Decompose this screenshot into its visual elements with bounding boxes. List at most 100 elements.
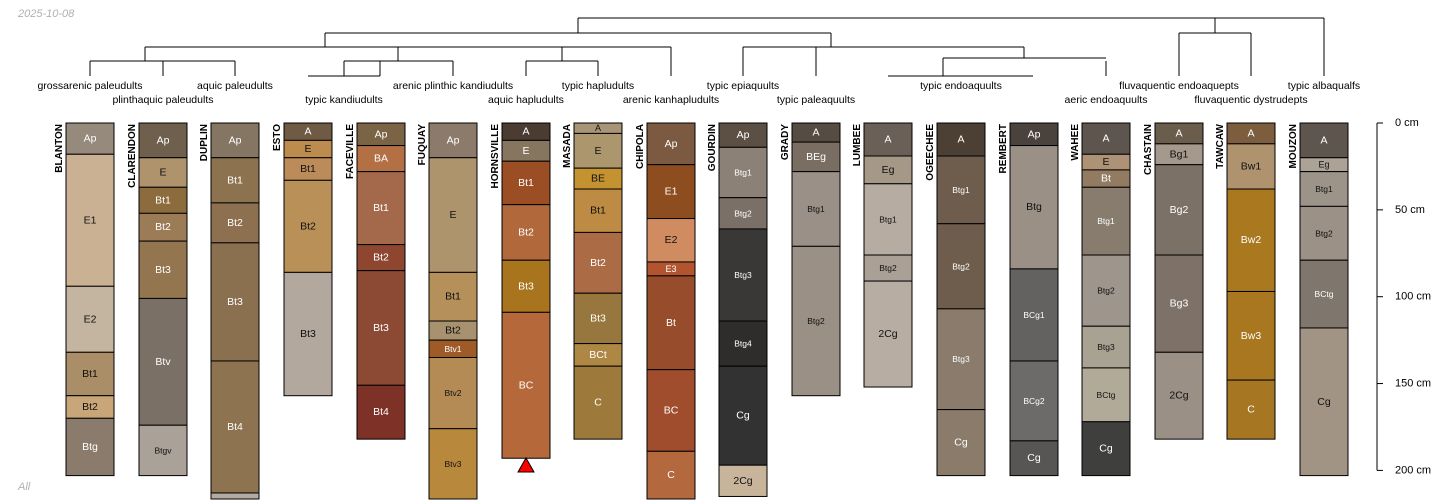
- horizon-rect: [1081, 254, 1131, 327]
- horizon-rect: [138, 157, 188, 188]
- profile-wahee: AE Bt Btg1 Btg2 Btg3 BCtg Cg WAHEE: [1070, 122, 1131, 477]
- horizon-label: Bt3: [300, 328, 316, 340]
- horizon: E1: [65, 153, 115, 287]
- horizon-rect: [936, 223, 986, 310]
- horizon: A: [936, 122, 986, 157]
- horizon: A: [1299, 122, 1349, 159]
- horizon-rect: [65, 122, 115, 155]
- horizon: Btg: [65, 417, 115, 477]
- horizon-rect: [718, 122, 768, 148]
- horizon-rect: [1299, 171, 1349, 207]
- horizon-label: C: [667, 469, 675, 481]
- horizon-label: Ap: [375, 128, 388, 140]
- horizon-rect: [573, 188, 623, 233]
- horizon-label: Btv2: [444, 388, 461, 398]
- profile-grady: A BEg Btg1 Btg2 GRADY: [780, 122, 841, 397]
- horizon-label: Bt2: [82, 401, 98, 413]
- horizon-rect: [138, 186, 188, 214]
- horizon: Bt3: [356, 270, 406, 386]
- horizon-rect: [1299, 259, 1349, 329]
- horizon: Bg1: [1154, 143, 1204, 166]
- horizon-label: Bg2: [1170, 204, 1189, 216]
- horizon-label: E1: [84, 214, 97, 226]
- profile-chipola: Ap E1 E2 E3 Bt BC C CHIPOLA: [635, 122, 696, 500]
- horizon-label: BE: [591, 173, 605, 185]
- profile-mouzon: A Eg Btg1 Btg2 BCtg Cg MOUZON: [1288, 122, 1349, 477]
- horizon: Bt2: [356, 244, 406, 272]
- horizon-label: BCg1: [1023, 310, 1045, 320]
- horizon: Btv1: [428, 339, 478, 358]
- horizon-rect: [718, 228, 768, 322]
- horizon: Ap: [428, 122, 478, 159]
- horizon-label: Ap: [84, 133, 97, 145]
- horizon-label: Btg1: [807, 204, 825, 214]
- horizon: A: [283, 122, 333, 141]
- horizon: E2: [646, 218, 696, 263]
- horizon: Bt3: [573, 292, 623, 345]
- horizon-label: E3: [665, 264, 676, 274]
- horizon-label: A: [522, 126, 529, 138]
- horizon-rect: [718, 365, 768, 466]
- horizon: Bw2: [1226, 188, 1276, 292]
- horizon-rect: [573, 292, 623, 345]
- horizon-label: Btv3: [444, 459, 461, 469]
- horizon-label: Btv: [155, 356, 171, 368]
- horizon-rect: [283, 179, 333, 273]
- horizon-rect: [65, 285, 115, 353]
- taxon-label: typic kandiudults: [305, 94, 383, 106]
- horizon: Bt2: [283, 179, 333, 273]
- profile-name: MASADA: [562, 124, 573, 168]
- horizon: E: [428, 157, 478, 273]
- profile-duplin: Ap Bt1 Bt2 Bt3 Bt4 DUPLIN: [199, 122, 260, 500]
- horizon-label: Bt4: [227, 421, 243, 433]
- horizon-label: E: [304, 143, 311, 155]
- horizon: Eg: [1299, 157, 1349, 173]
- horizon-rect: [863, 280, 913, 388]
- horizon-label: Bt1: [445, 291, 461, 303]
- horizon-rect: [1081, 367, 1131, 423]
- horizon: Bt1: [210, 157, 260, 204]
- horizon-label: Bt1: [518, 177, 534, 189]
- horizon: Bt1: [65, 351, 115, 397]
- horizon: Btv: [138, 297, 188, 426]
- profile-blanton: Ap E1 E2 Bt1 Bt2 Btg BLANTON: [54, 122, 115, 477]
- horizon: A: [573, 122, 623, 134]
- horizon-rect: [1154, 254, 1204, 353]
- horizon-label: Btg1: [952, 185, 970, 195]
- horizon: BCt: [573, 343, 623, 367]
- horizon-label: Btg3: [734, 270, 752, 280]
- horizon: Btg2: [863, 254, 913, 282]
- horizon-rect: [138, 122, 188, 159]
- horizon: Btg2: [936, 223, 986, 310]
- horizon: Btg1: [1081, 186, 1131, 256]
- horizon-label: Bt2: [445, 325, 461, 337]
- horizon-rect: [791, 171, 841, 247]
- taxa-labels: grossarenic paleudults plinthaquic paleud…: [37, 80, 1360, 106]
- horizon-rect: [646, 369, 696, 452]
- horizon-rect: [501, 259, 551, 313]
- profile-name: LUMBEE: [852, 124, 863, 167]
- horizon-label: BA: [374, 153, 388, 165]
- horizon: E2: [65, 285, 115, 353]
- horizon: 2Cg: [718, 464, 768, 497]
- horizon-label: Ap: [665, 138, 678, 150]
- profile-name: GOURDIN: [707, 124, 718, 171]
- profile-rembert: Ap Btg BCg1 BCg2 Cg REMBERT: [998, 122, 1059, 477]
- horizon-rect: [1299, 327, 1349, 477]
- horizon-rect: [1009, 360, 1059, 442]
- horizon-label: Btg1: [1315, 184, 1333, 194]
- horizon: Bg2: [1154, 164, 1204, 256]
- truncation-marker-icon: [517, 456, 535, 473]
- horizon: E3: [646, 261, 696, 277]
- profile-ogeechee: A Btg1 Btg2 Btg3 Cg OGEECHEE: [925, 122, 986, 477]
- depth-tick-label: 200 cm: [1395, 464, 1431, 476]
- corner-label: All: [18, 481, 31, 493]
- horizon-label: BCg2: [1023, 396, 1045, 406]
- profile-clarendon: Ap E Bt1 Bt2 Bt3 Btv Btgv CLARENDON: [127, 122, 188, 477]
- horizon-rect: [718, 197, 768, 230]
- horizon: E: [283, 139, 333, 159]
- horizon-rect: [283, 271, 333, 397]
- horizon-label: Bg3: [1170, 298, 1189, 310]
